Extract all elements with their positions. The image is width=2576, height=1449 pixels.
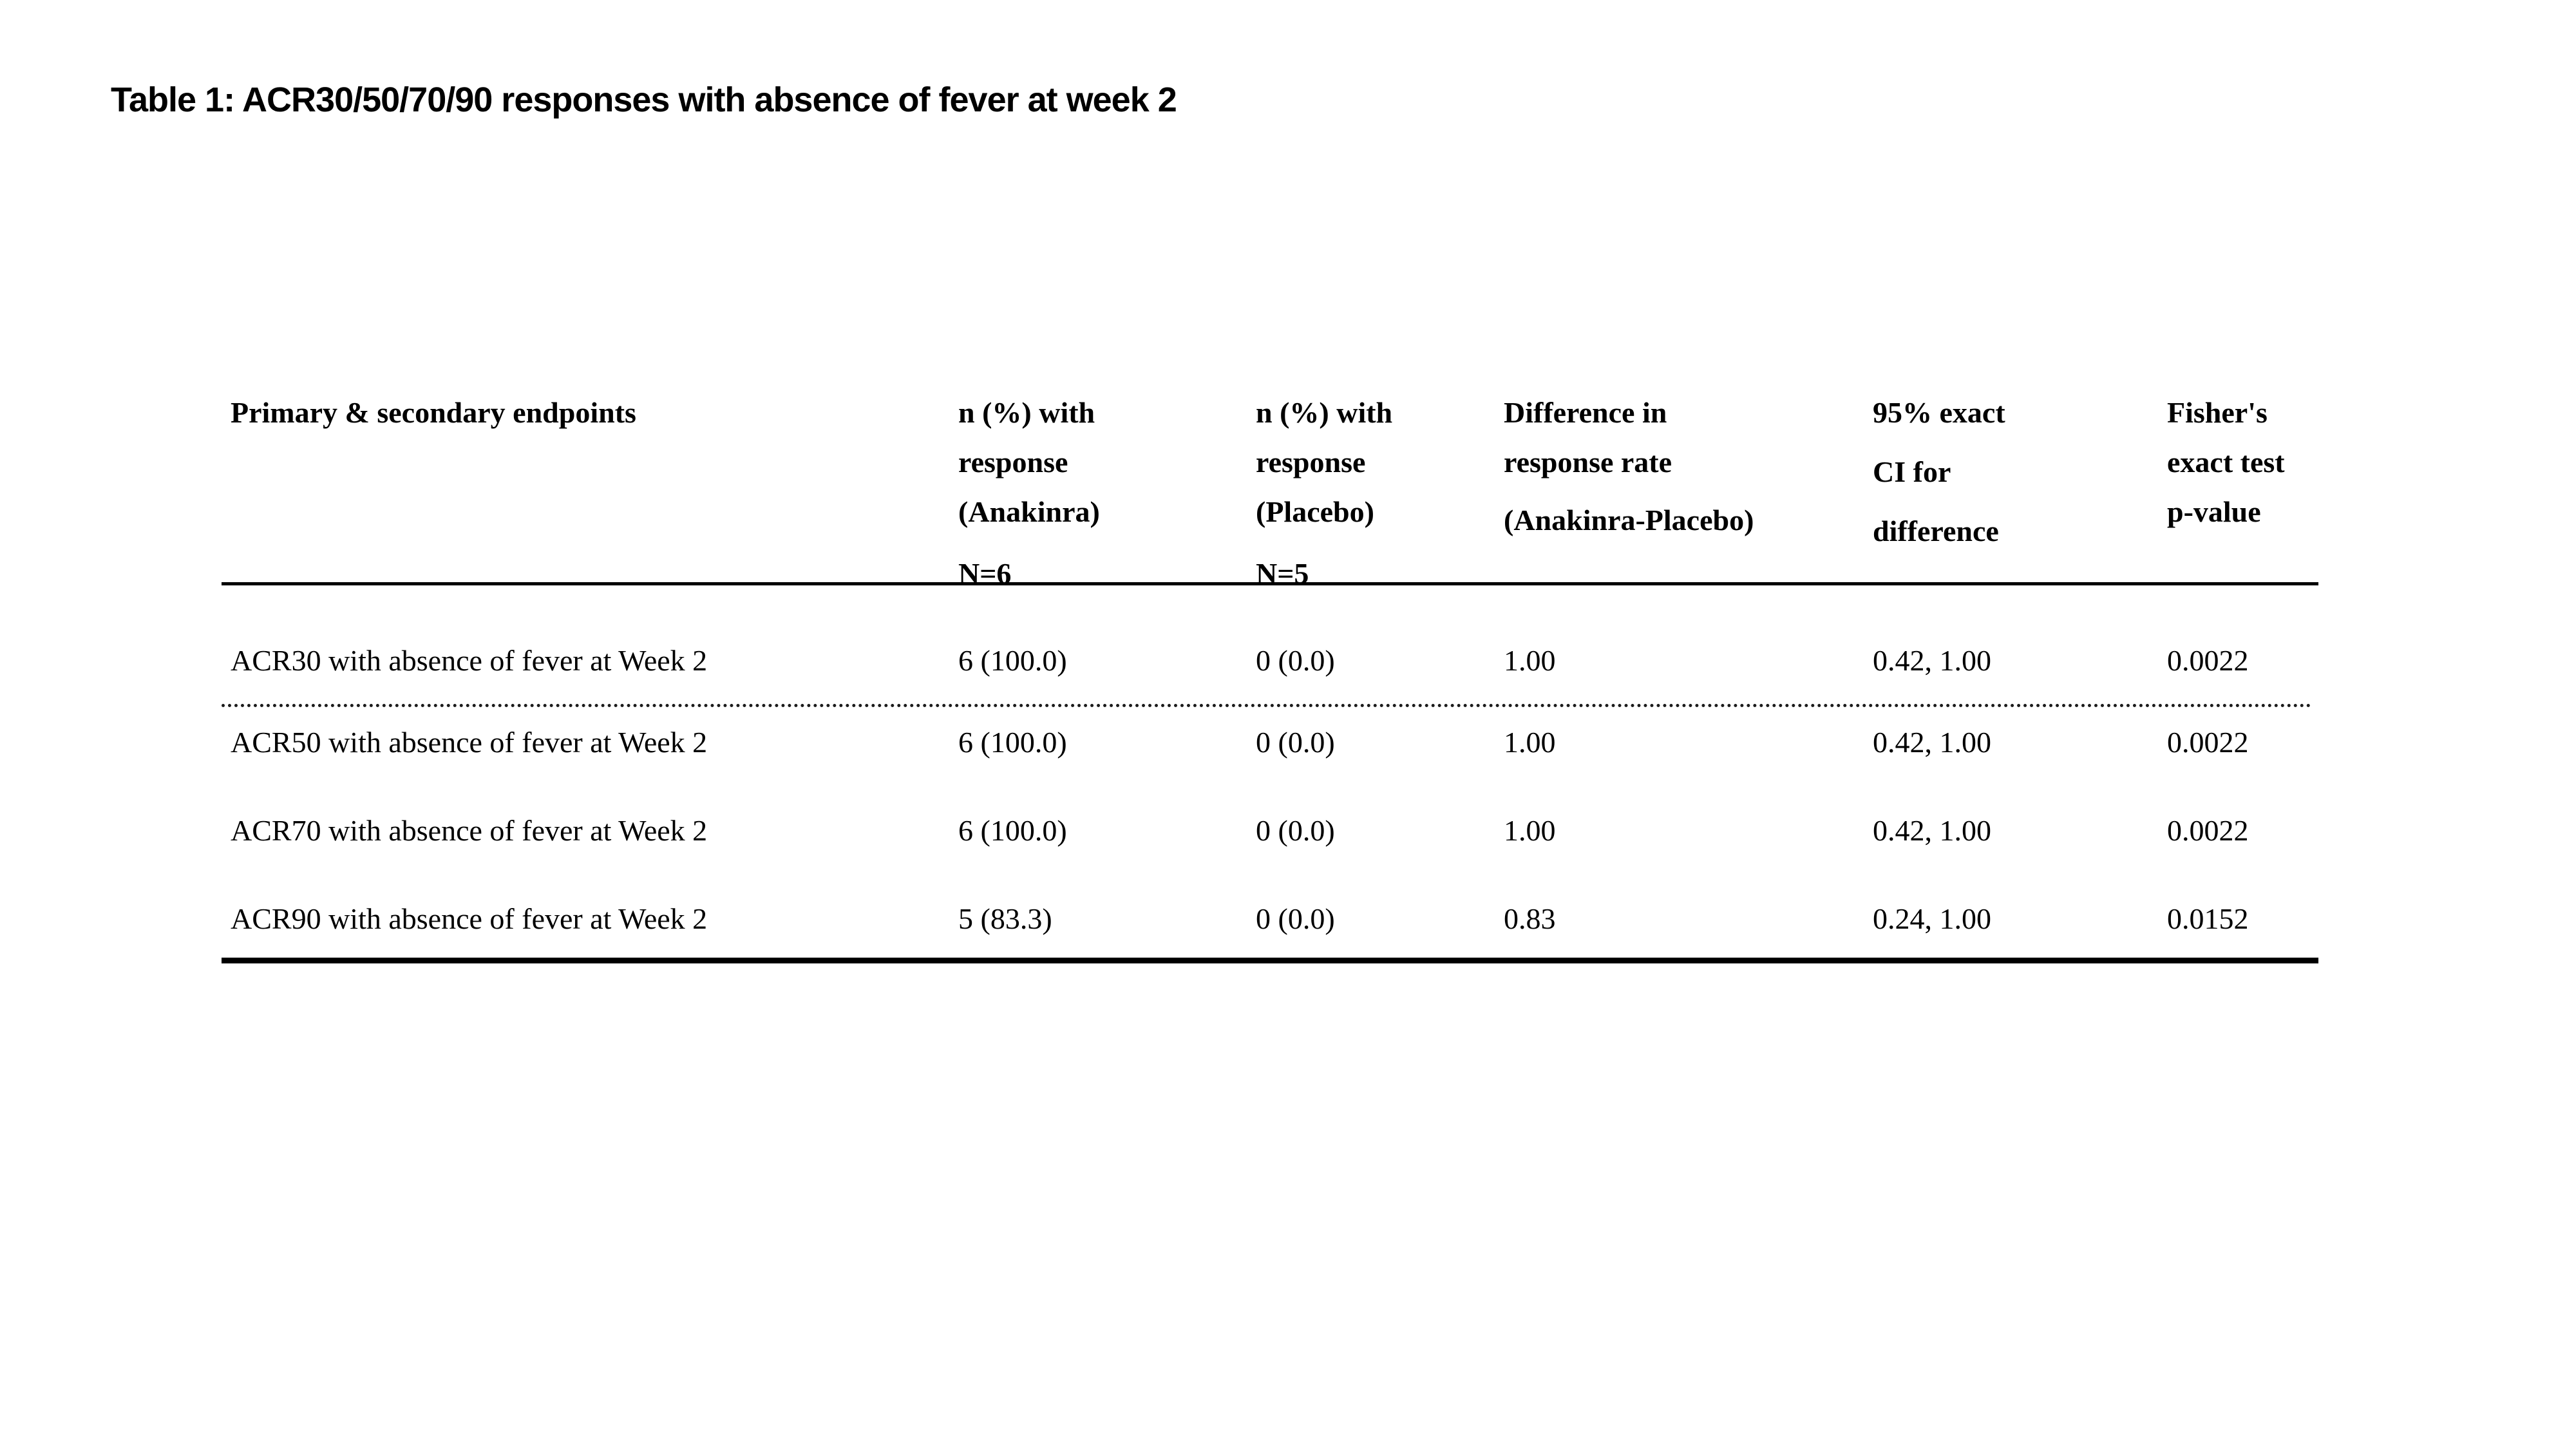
sample-size-label: N=5 <box>1256 557 1309 590</box>
sample-size-label: N=6 <box>958 557 1012 590</box>
difference-cell: 1.00 <box>1504 726 1556 759</box>
header-line: (Anakinra) <box>958 495 1100 528</box>
ci-cell: 0.42, 1.00 <box>1873 814 1991 847</box>
endpoint-cell: ACR90 with absence of fever at Week 2 <box>231 902 708 935</box>
pvalue-cell: 0.0152 <box>2167 902 2249 935</box>
pvalue-cell: 0.0022 <box>2167 726 2249 759</box>
header-line: 95% exact <box>1873 396 2005 429</box>
difference-cell: 1.00 <box>1504 644 1556 677</box>
header-line: n (%) with <box>958 396 1095 429</box>
header-line: n (%) with <box>1256 396 1393 429</box>
header-line: response rate <box>1504 446 1672 478</box>
placebo-cell: 0 (0.0) <box>1256 814 1335 847</box>
endpoint-cell: ACR70 with absence of fever at Week 2 <box>231 814 708 847</box>
placebo-cell: 0 (0.0) <box>1256 726 1335 759</box>
header-line: CI for <box>1873 455 1951 488</box>
anakinra-cell: 5 (83.3) <box>958 902 1052 935</box>
table-row: ACR90 with absence of fever at Week 2 5 … <box>0 894 2576 943</box>
header-line: Difference in <box>1504 396 1667 429</box>
column-header-anakinra: n (%) with response (Anakinra) N=6 <box>958 388 1100 598</box>
pvalue-cell: 0.0022 <box>2167 644 2249 677</box>
column-header-ci: 95% exact CI for difference <box>1873 388 2005 556</box>
column-header-fisher: Fisher's exact test p-value <box>2167 388 2285 536</box>
ci-cell: 0.42, 1.00 <box>1873 644 1991 677</box>
bottom-rule <box>222 958 2318 963</box>
placebo-cell: 0 (0.0) <box>1256 902 1335 935</box>
header-rule <box>222 582 2318 585</box>
header-line: p-value <box>2167 495 2261 528</box>
header-line: response <box>958 446 1068 478</box>
table-row: ACR30 with absence of fever at Week 2 6 … <box>0 636 2576 685</box>
header-line: Primary & secondary endpoints <box>231 396 636 429</box>
header-line: exact test <box>2167 446 2285 478</box>
difference-cell: 1.00 <box>1504 814 1556 847</box>
header-line: (Anakinra-Placebo) <box>1504 504 1754 536</box>
header-line: difference <box>1873 515 1999 547</box>
dotted-separator <box>222 704 2312 707</box>
header-line: Fisher's <box>2167 396 2268 429</box>
difference-cell: 0.83 <box>1504 902 1556 935</box>
pvalue-cell: 0.0022 <box>2167 814 2249 847</box>
endpoint-cell: ACR30 with absence of fever at Week 2 <box>231 644 708 677</box>
column-header-endpoints: Primary & secondary endpoints <box>231 388 636 437</box>
placebo-cell: 0 (0.0) <box>1256 644 1335 677</box>
table-row: ACR50 with absence of fever at Week 2 6 … <box>0 717 2576 767</box>
endpoint-cell: ACR50 with absence of fever at Week 2 <box>231 726 708 759</box>
anakinra-cell: 6 (100.0) <box>958 814 1067 847</box>
column-header-placebo: n (%) with response (Placebo) N=5 <box>1256 388 1392 598</box>
header-line: (Placebo) <box>1256 495 1374 528</box>
table-row: ACR70 with absence of fever at Week 2 6 … <box>0 806 2576 855</box>
anakinra-cell: 6 (100.0) <box>958 726 1067 759</box>
anakinra-cell: 6 (100.0) <box>958 644 1067 677</box>
header-line: response <box>1256 446 1366 478</box>
table-caption: Table 1: ACR30/50/70/90 responses with a… <box>111 80 1177 119</box>
ci-cell: 0.42, 1.00 <box>1873 726 1991 759</box>
column-header-difference: Difference in response rate (Anakinra-Pl… <box>1504 388 1754 545</box>
ci-cell: 0.24, 1.00 <box>1873 902 1991 935</box>
